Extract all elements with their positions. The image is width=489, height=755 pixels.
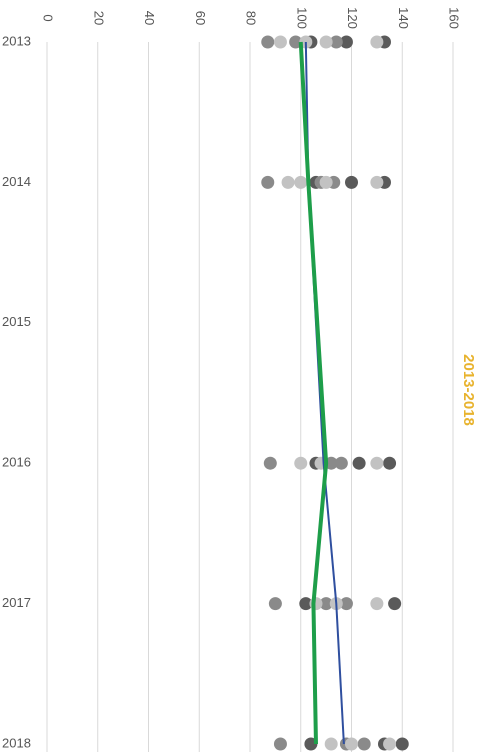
point <box>370 456 384 470</box>
y-tick-label: 160 <box>447 7 462 29</box>
point <box>395 737 409 751</box>
point <box>273 737 287 751</box>
point <box>319 35 333 49</box>
point <box>324 456 338 470</box>
line <box>304 41 345 745</box>
y-tick-label: 120 <box>345 7 360 29</box>
point <box>370 597 384 611</box>
line <box>298 41 329 745</box>
point <box>339 597 353 611</box>
point <box>294 175 308 189</box>
point <box>370 175 384 189</box>
x-tick-label: 2015 <box>2 314 31 329</box>
point <box>324 737 338 751</box>
y-tick-label: 100 <box>294 7 309 29</box>
y-tick-label: 20 <box>91 11 106 25</box>
point <box>357 737 371 751</box>
y-tick-label: 60 <box>193 11 208 25</box>
point <box>261 175 275 189</box>
point <box>345 175 358 189</box>
point <box>370 35 384 49</box>
point <box>383 737 397 751</box>
point <box>334 456 348 470</box>
point <box>263 456 277 470</box>
point <box>345 737 358 751</box>
x-tick-label: 2013 <box>2 33 31 48</box>
point <box>281 175 295 189</box>
point <box>309 597 323 611</box>
point <box>383 456 397 470</box>
y-tick-label: 140 <box>396 7 411 29</box>
y-tick-label: 40 <box>142 11 157 25</box>
point <box>299 597 313 611</box>
point <box>294 456 308 470</box>
point <box>319 597 333 611</box>
x-tick-label: 2017 <box>2 595 31 610</box>
x-tick-label: 2018 <box>2 735 31 750</box>
point <box>273 35 287 49</box>
point <box>329 35 343 49</box>
x-tick-label: 2016 <box>2 455 31 470</box>
y-tick-label: 80 <box>244 11 259 25</box>
point <box>268 597 282 611</box>
chart-title: 2013-2018 <box>460 354 477 426</box>
point <box>339 35 353 49</box>
point <box>352 456 366 470</box>
point <box>319 175 333 189</box>
point <box>261 35 275 49</box>
point <box>388 597 402 611</box>
y-tick-label: 0 <box>41 14 56 21</box>
x-tick-label: 2014 <box>2 174 31 189</box>
